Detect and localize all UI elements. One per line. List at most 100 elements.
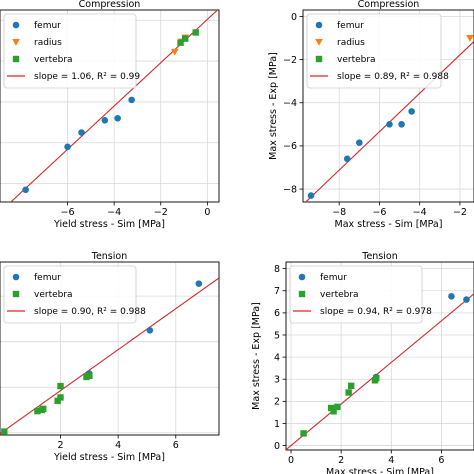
x-tick-label: 4 [388, 455, 394, 466]
legend-label: vertebra [320, 290, 359, 300]
x-tick-label: −6 [61, 207, 75, 218]
x-tick-label: −2 [453, 207, 467, 218]
legend-label: radius [337, 38, 365, 48]
data-point [463, 296, 470, 303]
chart-title: Compression [79, 0, 141, 10]
series-radius [466, 35, 474, 42]
data-point [334, 403, 341, 411]
x-tick-label: 0 [204, 207, 210, 218]
x-tick-label: −6 [372, 207, 386, 218]
legend-marker-vertebra [12, 290, 20, 298]
data-point [54, 397, 61, 405]
data-point [170, 48, 179, 56]
x-tick-label: 2 [57, 440, 63, 451]
x-tick-label: 0 [288, 455, 294, 466]
legend-box [3, 265, 137, 324]
series-femur [22, 96, 135, 194]
data-point [40, 405, 47, 413]
legend-marker-vertebra [315, 55, 323, 63]
data-point [22, 186, 29, 194]
y-tick-label: 4 [274, 352, 280, 363]
data-point [78, 129, 85, 136]
series-vertebra [177, 29, 199, 46]
legend-marker-femur [315, 21, 323, 29]
chart-panel-3: 2 4 6 Tension Yield stress - Sim [MPa] femur v… [0, 251, 220, 463]
legend-marker-vertebra [12, 55, 20, 63]
y-tick-label: −2 [283, 55, 297, 66]
y-tick-label: 2 [274, 397, 280, 408]
x-tick-label: 4 [115, 440, 121, 451]
data-point [448, 292, 455, 300]
plot-frame [0, 261, 220, 436]
legend-box [3, 13, 137, 89]
legend-label: slope = 1.06, R² = 0.99 [34, 72, 140, 82]
x-axis-label: Yield stress - Sim [MPa] [53, 219, 165, 230]
legend-label: femur [34, 273, 61, 283]
plot-frame [0, 9, 220, 203]
legend-label: vertebra [337, 55, 376, 65]
y-tick-label: −8 [283, 184, 297, 195]
data-point [177, 39, 184, 46]
legend-marker-femur [12, 273, 20, 281]
y-tick-label: 8 [274, 264, 280, 275]
y-axis-label: Max stress - Exp [MPa] [268, 52, 279, 160]
chart-panel-4: 0 2 4 6 0 1 2 3 4 5 6 7 8 Tension Max stress - Sim [MP… [251, 251, 474, 474]
y-tick-label: −4 [283, 98, 297, 109]
chart-panel-1: −6 −4 −2 0 Compression Yield stress - Sim [MP… [0, 0, 220, 230]
data-point [57, 394, 64, 401]
data-point [146, 326, 154, 334]
chart-panel-2: −8 −6 −4 −2 −8 −6 −4 −2 0 Compression Max stress -… [268, 0, 474, 230]
legend-label: radius [34, 38, 62, 48]
legend-label: slope = 0.94, R² = 0.978 [320, 307, 432, 317]
data-point [114, 114, 121, 122]
x-tick-label: −2 [154, 207, 168, 218]
data-point [408, 108, 415, 115]
legend-label: femur [34, 21, 61, 31]
fit-line [0, 277, 219, 435]
x-tick-label: −4 [107, 207, 121, 218]
legend-box [289, 265, 423, 324]
data-point [373, 374, 380, 382]
legend-label: femur [337, 21, 364, 31]
y-tick-label: 6 [274, 308, 280, 319]
legend-marker-femur [12, 21, 20, 29]
data-point [34, 407, 41, 415]
y-tick-label: 0 [291, 12, 297, 23]
legend-marker-vertebra [298, 290, 306, 298]
legend-label: slope = 0.90, R² = 0.988 [34, 307, 146, 317]
data-point [182, 35, 189, 42]
legend-label: femur [320, 273, 347, 283]
series-femur [307, 108, 415, 199]
x-tick-label: 2 [338, 455, 344, 466]
data-point [345, 389, 352, 396]
y-tick-label: −6 [283, 141, 297, 152]
legend-marker-radius [12, 39, 20, 46]
data-point [64, 143, 71, 151]
data-point [300, 430, 307, 437]
data-point [327, 404, 335, 412]
data-point [347, 382, 355, 390]
x-axis-label: Max stress - Sim [MPa] [326, 467, 434, 474]
chart-title: Tension [361, 251, 397, 262]
data-point [330, 408, 337, 415]
data-point [356, 139, 363, 146]
fit-line [286, 293, 474, 450]
y-tick-label: 7 [274, 286, 280, 297]
legend-marker-radius [315, 39, 323, 46]
legend-box [306, 13, 442, 89]
chart-title: Tension [91, 251, 127, 262]
legend-label: vertebra [34, 290, 73, 300]
data-point [128, 96, 135, 104]
y-tick-label: 0 [274, 441, 280, 452]
legend-marker-femur [298, 273, 306, 281]
y-axis-label: Max stress - Exp [MPa] [251, 302, 262, 410]
y-tick-label: 5 [274, 330, 280, 341]
x-tick-label: 6 [438, 455, 444, 466]
data-point [1, 428, 8, 435]
data-point [386, 121, 393, 128]
x-axis-label: Max stress - Sim [MPa] [335, 219, 443, 230]
x-tick-label: −8 [332, 207, 346, 218]
plot-frame [285, 261, 474, 451]
series-vertebra [1, 372, 93, 435]
